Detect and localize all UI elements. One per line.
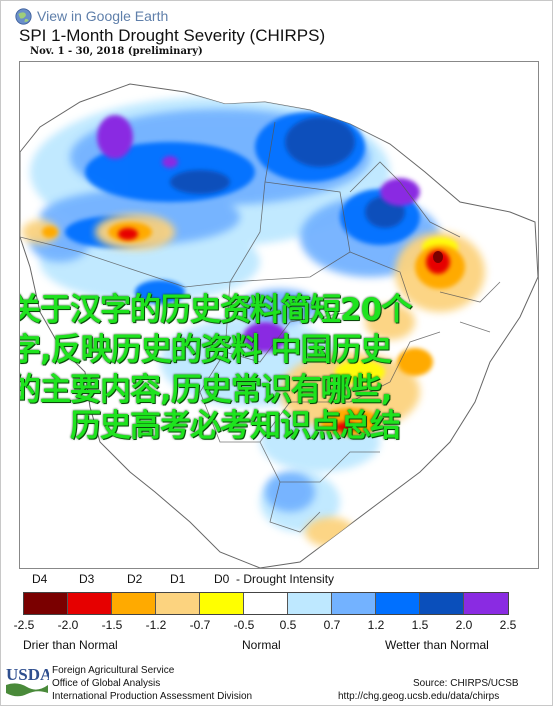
usda-logo-text: USDA bbox=[6, 665, 49, 684]
brazil-spi-map bbox=[20, 83, 538, 568]
overlay-text-line-4: 历史高考必考知识点总结 bbox=[70, 408, 401, 444]
color-scale-tick-label: -2.0 bbox=[57, 618, 79, 632]
color-scale-cell bbox=[200, 593, 244, 614]
overlay-text-line-1: 关于汉字的历史资料简短20个 bbox=[19, 292, 412, 328]
color-scale-cell bbox=[376, 593, 420, 614]
legend-category-d0: D0 bbox=[214, 572, 230, 586]
source-url[interactable]: http://chg.geog.ucsb.edu/data/chirps bbox=[338, 691, 500, 702]
drier-than-normal-label: Drier than Normal bbox=[23, 638, 118, 652]
color-scale-cell bbox=[288, 593, 332, 614]
color-scale-tick-label: 2.5 bbox=[499, 618, 517, 632]
color-scale-tick-label: 1.5 bbox=[411, 618, 429, 632]
color-scale-cell bbox=[156, 593, 200, 614]
legend-category-d2: D2 bbox=[127, 572, 143, 586]
wetter-than-normal-label: Wetter than Normal bbox=[385, 638, 489, 652]
google-earth-link-label[interactable]: View in Google Earth bbox=[37, 8, 169, 24]
overlay-text-line-3: 的主要内容,历史常识有哪些, bbox=[19, 372, 393, 408]
usda-logo: USDA bbox=[6, 665, 49, 697]
legend-category-d3: D3 bbox=[79, 572, 95, 586]
agency-line-1: Foreign Agricultural Service bbox=[52, 665, 175, 676]
color-scale-tick-label: 2.0 bbox=[455, 618, 473, 632]
color-scale-tick-label: 1.2 bbox=[367, 618, 385, 632]
view-in-google-earth-link[interactable]: View in Google Earth bbox=[15, 6, 168, 26]
color-scale-cell bbox=[24, 593, 68, 614]
color-scale-cell bbox=[244, 593, 288, 614]
state-boundaries bbox=[20, 121, 501, 533]
globe-icon bbox=[15, 7, 32, 25]
color-scale-tick-label: 0.7 bbox=[323, 618, 341, 632]
color-scale-cell bbox=[464, 593, 508, 614]
normal-label: Normal bbox=[242, 638, 281, 652]
legend-category-d1: D1 bbox=[170, 572, 186, 586]
color-scale-bar bbox=[23, 592, 509, 615]
agency-line-2: Office of Global Analysis bbox=[52, 678, 161, 689]
color-scale-cell bbox=[420, 593, 464, 614]
agency-line-3: International Production Assessment Divi… bbox=[52, 691, 253, 702]
drought-map[interactable]: 关于汉字的历史资料简短20个 字,反映历史的资料 中国历史 的主要内容,历史常识… bbox=[19, 61, 539, 569]
color-scale-cell bbox=[68, 593, 112, 614]
color-scale-cell bbox=[332, 593, 376, 614]
drought-intensity-label: - Drought Intensity bbox=[236, 572, 335, 586]
map-title: SPI 1-Month Drought Severity (CHIRPS) bbox=[19, 26, 326, 45]
color-scale-tick-label: -0.5 bbox=[233, 618, 255, 632]
source-label: Source: CHIRPS/UCSB bbox=[413, 678, 519, 689]
color-scale-tick-label: -1.2 bbox=[145, 618, 167, 632]
overlay-text-line-2: 字,反映历史的资料 中国历史 bbox=[19, 332, 392, 368]
legend-category-d4: D4 bbox=[32, 572, 48, 586]
map-subtitle: Nov. 1 - 30, 2018 (preliminary) bbox=[30, 46, 203, 57]
color-scale-tick-label: 0.5 bbox=[279, 618, 297, 632]
color-scale-cell bbox=[112, 593, 156, 614]
color-scale-tick-label: -0.7 bbox=[189, 618, 211, 632]
color-scale-tick-label: -1.5 bbox=[101, 618, 123, 632]
color-scale-tick-label: -2.5 bbox=[13, 618, 35, 632]
